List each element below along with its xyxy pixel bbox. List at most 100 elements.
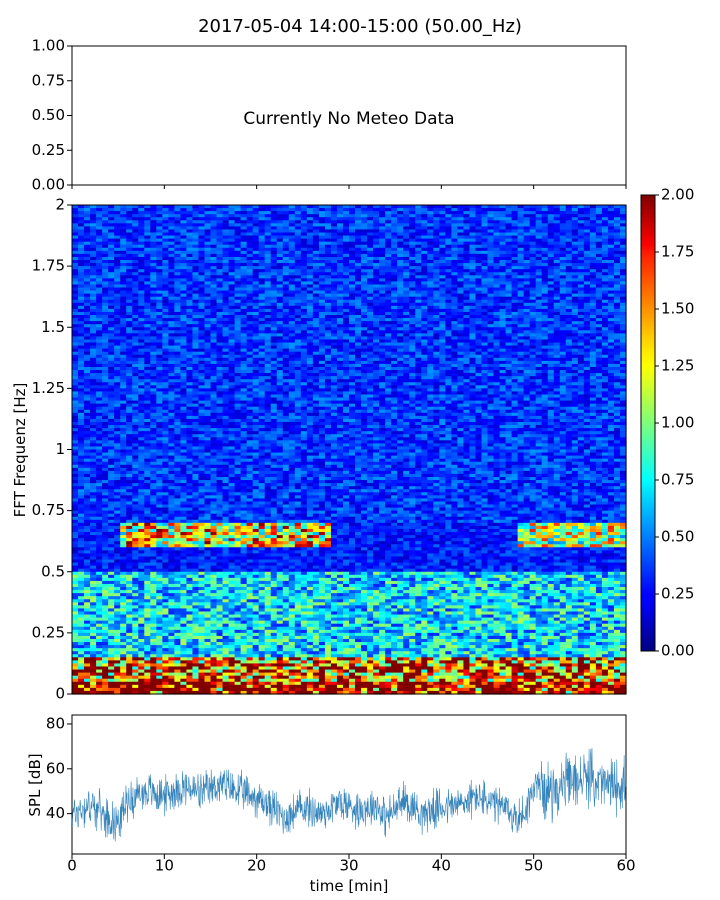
heatmap-cell <box>499 232 507 237</box>
heatmap-cell <box>553 226 561 231</box>
heatmap-cell <box>499 287 507 292</box>
heatmap-cell <box>162 260 169 264</box>
heatmap-cell <box>367 302 374 307</box>
heatmap-cell <box>391 205 398 209</box>
heatmap-cell <box>349 235 356 240</box>
heatmap-cell <box>415 217 422 221</box>
heatmap-cell <box>78 208 85 212</box>
heatmap-cell <box>138 235 145 240</box>
heatmap-cell <box>403 247 410 252</box>
heatmap-cell <box>457 220 465 224</box>
heatmap-cell <box>577 284 585 289</box>
heatmap-cell <box>355 226 362 231</box>
heatmap-cell <box>535 284 543 289</box>
heatmap-cell <box>445 253 452 258</box>
heatmap-cell <box>487 275 495 279</box>
heatmap-cell <box>114 299 121 304</box>
heatmap-cell <box>457 241 465 246</box>
heatmap-cell <box>282 211 290 215</box>
heatmap-cell <box>421 278 428 283</box>
heatmap-cell <box>349 241 356 246</box>
heatmap-cell <box>300 293 308 298</box>
heatmap-cell <box>349 256 356 261</box>
heatmap-cell <box>198 318 206 322</box>
heatmap-cell <box>595 311 603 316</box>
heatmap-cell <box>559 232 567 237</box>
heatmap-cell <box>78 226 85 231</box>
heatmap-cell <box>469 269 477 273</box>
heatmap-cell <box>198 311 206 316</box>
heatmap-cell <box>427 302 434 307</box>
heatmap-cell <box>409 296 416 301</box>
heatmap-cell <box>613 302 621 307</box>
heatmap-cell <box>282 308 290 313</box>
spectrogram-heatmap <box>72 205 627 695</box>
heatmap-cell <box>216 232 224 237</box>
heatmap-cell <box>72 220 79 224</box>
heatmap-cell <box>174 220 181 224</box>
heatmap-cell <box>517 260 525 264</box>
heatmap-cell <box>156 290 163 295</box>
heatmap-cell <box>216 266 224 270</box>
heatmap-cell <box>90 293 97 298</box>
heatmap-cell <box>282 226 290 231</box>
heatmap-cell <box>439 220 446 224</box>
heatmap-cell <box>541 226 549 231</box>
heatmap-cell <box>517 266 525 270</box>
heatmap-cell <box>559 241 567 246</box>
heatmap-cell <box>228 235 236 240</box>
heatmap-cell <box>246 324 254 328</box>
heatmap-cell <box>565 278 573 283</box>
heatmap-cell <box>523 278 531 283</box>
heatmap-cell <box>349 318 356 322</box>
heatmap-cell <box>559 296 567 301</box>
heatmap-cell <box>421 226 428 231</box>
heatmap-cell <box>511 311 519 316</box>
heatmap-cell <box>565 296 573 301</box>
heatmap-cell <box>385 223 392 227</box>
heatmap-cell <box>589 266 597 270</box>
heatmap-cell <box>156 250 163 255</box>
heatmap-cell <box>96 250 103 255</box>
heatmap-cell <box>192 281 200 286</box>
heatmap-cell <box>361 217 368 221</box>
heatmap-cell <box>150 321 157 325</box>
heatmap-cell <box>409 205 416 209</box>
heatmap-cell <box>445 278 452 283</box>
heatmap-cell <box>294 205 302 209</box>
heatmap-cell <box>102 229 109 234</box>
heatmap-cell <box>132 296 139 301</box>
heatmap-cell <box>78 278 85 283</box>
heatmap-cell <box>180 284 188 289</box>
heatmap-cell <box>421 269 428 273</box>
heatmap-cell <box>324 244 332 249</box>
heatmap-cell <box>523 208 531 212</box>
heatmap-cell <box>324 232 332 237</box>
heatmap-cell <box>234 269 242 273</box>
heatmap-cell <box>499 260 507 264</box>
heatmap-cell <box>252 223 260 227</box>
heatmap-cell <box>607 211 615 215</box>
heatmap-cell <box>252 260 260 264</box>
heatmap-cell <box>264 281 272 286</box>
heatmap-cell <box>288 302 296 307</box>
heatmap-cell <box>535 220 543 224</box>
heatmap-cell <box>180 308 188 313</box>
heatmap-cell <box>216 324 224 328</box>
heatmap-cell <box>607 229 615 234</box>
heatmap-cell <box>240 247 248 252</box>
heatmap-cell <box>445 205 452 209</box>
heatmap-cell <box>493 226 501 231</box>
heatmap-cell <box>421 290 428 295</box>
heatmap-cell <box>276 260 284 264</box>
heatmap-cell <box>361 272 368 276</box>
heatmap-cell <box>324 238 332 243</box>
heatmap-cell <box>445 284 452 289</box>
heatmap-cell <box>114 247 121 252</box>
heatmap-cell <box>517 244 525 249</box>
heatmap-cell <box>102 260 109 264</box>
heatmap-cell <box>505 299 513 304</box>
heatmap-cell <box>72 256 79 261</box>
heatmap-cell <box>252 235 260 240</box>
heatmap-cell <box>589 205 597 209</box>
